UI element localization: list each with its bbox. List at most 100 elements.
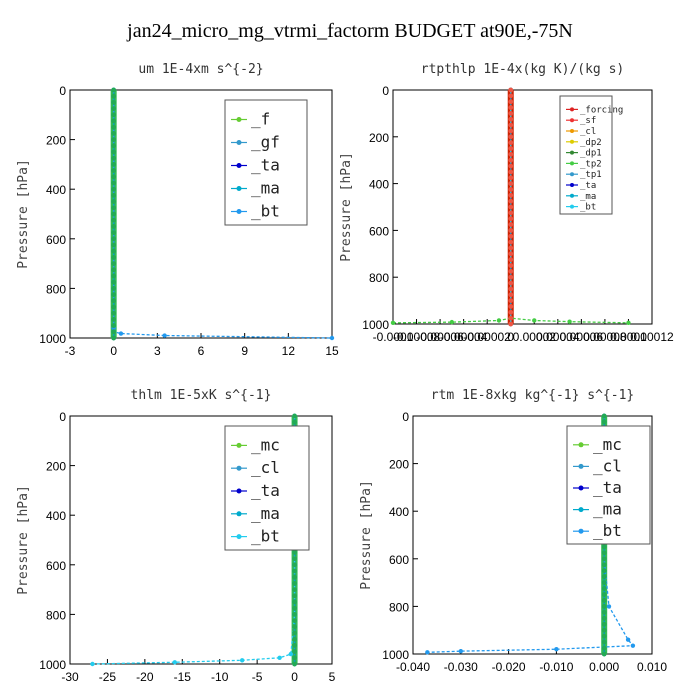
- legend-label: _tp2: [580, 159, 602, 169]
- data-point: [630, 643, 636, 648]
- x-tick-label: 0.00002: [513, 330, 557, 344]
- x-tick-label: 9: [241, 344, 248, 358]
- column-marker: [292, 550, 297, 555]
- column-marker: [508, 268, 514, 274]
- column-marker: [508, 210, 514, 216]
- legend-marker: [236, 511, 242, 517]
- column-marker: [292, 599, 297, 605]
- column-marker: [508, 181, 514, 187]
- column-marker: [111, 168, 117, 174]
- column-marker: [508, 128, 514, 134]
- panel-title: thlm 1E-5xK s^{-1}: [131, 388, 272, 403]
- column-marker: [111, 248, 117, 254]
- legend-label: _sf: [580, 116, 596, 126]
- column-marker: [111, 100, 117, 105]
- series-line-bt: [92, 416, 296, 665]
- column-marker: [508, 298, 514, 303]
- legend-marker: [570, 161, 574, 166]
- column-marker: [111, 131, 117, 136]
- column-marker: [508, 251, 514, 257]
- x-tick-label: -0.00006: [416, 330, 464, 344]
- panel-title: rtm 1E-8xkg kg^{-1} s^{-1}: [431, 388, 635, 403]
- column-marker: [111, 292, 117, 297]
- column-marker: [111, 106, 117, 111]
- x-tick-label: -0.00008: [393, 330, 441, 344]
- x-tick-label: -0.030: [444, 660, 478, 674]
- panel-title: rtpthlp 1E-4x(kg K)/(kg s): [421, 62, 625, 77]
- column-marker: [292, 643, 297, 648]
- column-marker: [601, 580, 607, 585]
- data-point: [239, 658, 245, 663]
- data-point: [458, 648, 463, 654]
- column-marker: [292, 562, 297, 568]
- data-point: [162, 333, 167, 338]
- legend-marker: [236, 117, 242, 122]
- column-marker: [508, 274, 514, 280]
- column-marker: [111, 261, 117, 266]
- column-marker: [111, 242, 117, 248]
- y-tick-label: 0: [59, 84, 66, 98]
- column-marker: [508, 87, 514, 93]
- legend-marker: [570, 139, 574, 144]
- page-title: jan24_micro_mg_vtrmi_factorm BUDGET at90…: [127, 20, 573, 42]
- legend-label: _bt: [593, 521, 622, 540]
- y-tick-label: 1000: [39, 658, 66, 672]
- column-marker: [508, 134, 514, 140]
- column-marker: [111, 180, 117, 186]
- column-marker: [601, 627, 607, 633]
- column-marker: [508, 222, 514, 227]
- column-marker: [508, 151, 514, 157]
- y-tick-label: 200: [369, 131, 389, 145]
- y-tick-label: 600: [389, 553, 409, 567]
- column-marker: [601, 645, 607, 651]
- legend-marker: [236, 140, 242, 145]
- column-marker: [601, 413, 607, 419]
- legend-label: _ta: [593, 478, 622, 497]
- column-marker: [111, 205, 117, 211]
- y-tick-label: 1000: [39, 332, 66, 346]
- column-marker: [111, 279, 117, 285]
- y-tick-label: 800: [46, 608, 66, 622]
- legend-marker: [578, 507, 584, 513]
- column-marker: [508, 157, 514, 163]
- column-marker: [508, 280, 514, 286]
- column-marker: [601, 604, 607, 609]
- column-marker: [111, 230, 117, 236]
- column-marker: [508, 216, 514, 222]
- chart-panel-3: thlm 1E-5xK s^{-1} Pressure [hPa] 0 200 400 6…: [16, 388, 336, 684]
- x-tick-label: 15: [325, 344, 339, 358]
- legend-marker: [570, 107, 574, 112]
- x-tick-label: 0.00008: [583, 330, 627, 344]
- y-tick-label: 600: [369, 224, 389, 238]
- column-marker: [601, 574, 607, 580]
- column-marker: [111, 217, 117, 223]
- column-marker: [292, 605, 297, 611]
- y-tick-label: 400: [46, 183, 66, 197]
- column-marker: [292, 419, 297, 425]
- column-marker: [292, 556, 297, 561]
- legend-label: _mc: [251, 435, 280, 454]
- column-marker: [601, 544, 607, 550]
- column-marker: [292, 618, 297, 623]
- y-tick-label: 400: [389, 505, 409, 519]
- column-marker: [508, 292, 514, 298]
- x-tick-label: 0: [291, 670, 298, 684]
- column-marker: [292, 636, 297, 642]
- legend-label: _ta: [251, 481, 280, 500]
- column-marker: [508, 163, 514, 169]
- x-tick-label: -0.020: [492, 660, 526, 674]
- column-marker: [111, 329, 117, 335]
- column-marker: [111, 255, 117, 260]
- y-tick-label: 1000: [382, 648, 409, 662]
- legend-marker: [570, 193, 574, 198]
- y-tick-label: 0: [382, 84, 389, 98]
- y-axis-label: Pressure [hPa]: [16, 485, 31, 595]
- legend-marker: [578, 442, 584, 448]
- data-point: [329, 335, 335, 341]
- column-marker: [292, 574, 297, 580]
- column-marker: [508, 175, 514, 181]
- legend-marker: [570, 204, 574, 209]
- data-point: [496, 318, 502, 323]
- legend-label: _cl: [580, 127, 596, 137]
- legend-marker: [578, 463, 584, 469]
